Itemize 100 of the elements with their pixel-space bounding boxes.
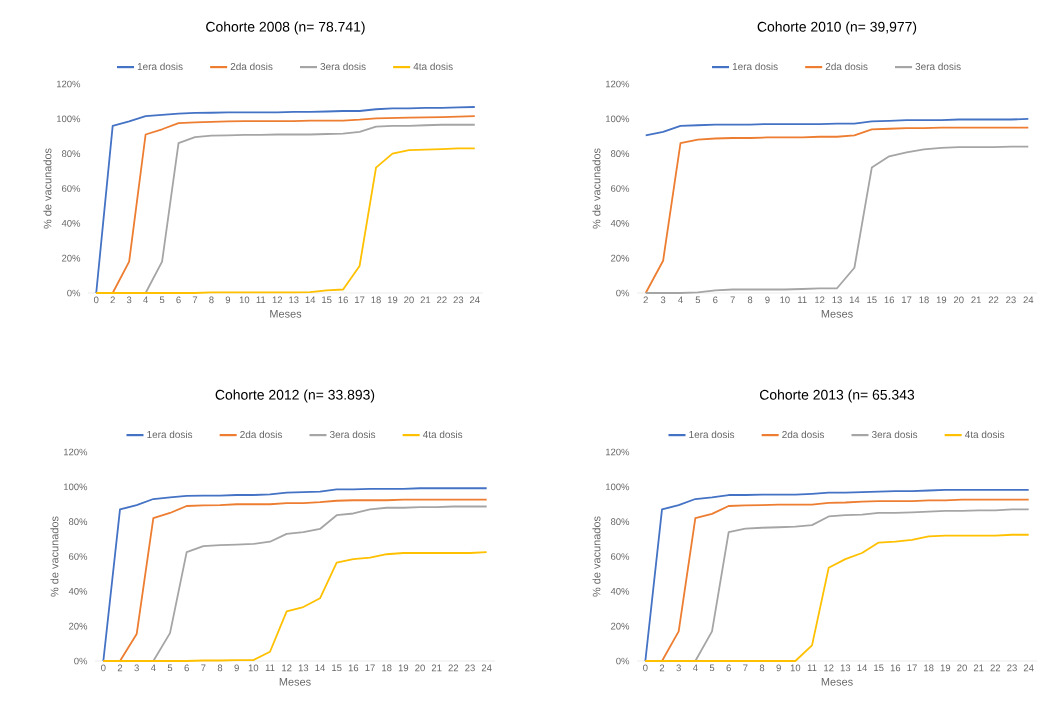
x-tick-label: 19 [398, 664, 409, 672]
y-tick-label: 120% [63, 448, 88, 456]
chart-title: Cohorte 2010 (n= 39,977) [757, 21, 917, 35]
y-tick-label: 100% [606, 483, 630, 491]
x-tick-label: 2 [117, 664, 123, 672]
x-tick-label: 13 [289, 296, 299, 304]
x-tick-label: 7 [730, 296, 735, 304]
x-tick-label: 24 [481, 664, 492, 672]
y-tick-label: 120% [606, 448, 630, 456]
x-tick-label: 7 [192, 296, 198, 304]
x-tick-label: 5 [709, 664, 715, 672]
x-tick-label: 10 [248, 664, 259, 672]
x-tick-label: 3 [660, 296, 666, 304]
legend-label: 3era dosis [329, 430, 376, 439]
x-tick-label: 20 [415, 664, 425, 672]
x-tick-label: 9 [234, 664, 239, 672]
legend-label: 1era dosis [732, 62, 778, 71]
x-tick-label: 8 [209, 296, 214, 304]
legend-label: 2da dosis [782, 430, 825, 439]
x-tick-label: 23 [1006, 296, 1016, 304]
x-axis-title: Meses [821, 678, 853, 686]
y-tick-label: 80% [610, 518, 630, 526]
legend-label: 1era dosis [137, 62, 183, 71]
legend-label: 4ta dosis [422, 430, 463, 439]
y-axis-title: % de vacunados [592, 148, 601, 229]
x-tick-label: 15 [867, 296, 877, 304]
x-tick-label: 8 [759, 664, 765, 672]
x-tick-label: 9 [765, 296, 770, 304]
x-tick-label: 23 [453, 296, 464, 304]
x-tick-label: 4 [150, 664, 156, 672]
x-tick-label: 17 [365, 664, 375, 672]
x-tick-label: 18 [924, 664, 934, 672]
y-tick-label: 100% [606, 115, 630, 123]
x-tick-label: 5 [159, 296, 165, 304]
x-tick-label: 10 [790, 664, 801, 672]
x-tick-label: 24 [469, 296, 480, 304]
x-tick-label: 7 [743, 664, 748, 672]
x-tick-label: 0 [643, 664, 648, 672]
x-tick-label: 5 [167, 664, 173, 672]
y-axis-title: % de vacunados [592, 516, 601, 597]
x-tick-label: 20 [953, 296, 964, 304]
y-tick-label: 60% [62, 185, 81, 192]
legend-label: 2da dosis [825, 62, 868, 71]
x-tick-label: 19 [936, 296, 947, 304]
x-axis-title: Meses [821, 310, 853, 318]
x-tick-label: 20 [404, 296, 414, 304]
legend-label: 3era dosis [915, 62, 961, 71]
y-tick-label: 40% [610, 587, 630, 595]
x-tick-label: 2 [643, 296, 648, 304]
chart-title: Cohorte 2013 (n= 65.343 [759, 389, 915, 403]
x-tick-label: 7 [201, 664, 206, 672]
x-tick-label: 16 [338, 296, 348, 304]
x-tick-label: 13 [832, 296, 842, 304]
x-tick-label: 11 [256, 296, 266, 304]
y-tick-label: 80% [610, 150, 630, 158]
x-tick-label: 13 [840, 664, 851, 672]
x-tick-label: 3 [126, 296, 132, 304]
y-tick-label: 40% [68, 587, 88, 595]
x-tick-label: 21 [973, 664, 984, 672]
x-tick-label: 4 [143, 296, 148, 304]
x-tick-label: 4 [692, 664, 698, 672]
y-tick-label: 40% [61, 219, 81, 227]
x-tick-label: 0 [101, 664, 106, 672]
y-tick-label: 20% [62, 254, 81, 262]
legend-label: 4ta dosis [413, 62, 453, 71]
y-tick-label: 60% [611, 185, 630, 192]
y-tick-label: 80% [61, 150, 81, 158]
x-tick-label: 3 [134, 664, 139, 672]
x-tick-label: 21 [431, 664, 442, 672]
x-tick-label: 9 [225, 296, 231, 304]
y-tick-label: 120% [56, 80, 81, 88]
y-axis-title: % de vacunados [50, 516, 59, 597]
x-tick-label: 6 [176, 296, 181, 304]
x-tick-label: 17 [907, 664, 917, 672]
x-tick-label: 16 [348, 664, 359, 672]
legend-label: 2da dosis [240, 430, 283, 439]
x-tick-label: 6 [713, 296, 718, 304]
x-tick-label: 24 [1023, 664, 1034, 672]
x-tick-label: 11 [798, 296, 807, 304]
x-tick-label: 10 [239, 296, 250, 304]
legend-label: 2da dosis [230, 62, 273, 71]
x-tick-label: 21 [971, 296, 981, 304]
x-tick-label: 15 [332, 664, 342, 672]
x-tick-label: 18 [371, 296, 381, 304]
x-tick-label: 22 [448, 664, 459, 672]
x-tick-label: 17 [355, 296, 365, 304]
x-tick-label: 22 [988, 296, 999, 304]
y-tick-label: 0% [74, 657, 88, 665]
y-tick-label: 60% [69, 553, 88, 560]
x-tick-label: 14 [857, 664, 867, 672]
x-tick-label: 6 [184, 664, 189, 672]
x-tick-label: 5 [695, 296, 701, 304]
x-tick-label: 20 [957, 664, 967, 672]
y-tick-label: 100% [56, 115, 81, 123]
x-tick-label: 16 [884, 296, 895, 304]
x-tick-label: 15 [322, 296, 332, 304]
y-tick-label: 20% [611, 622, 630, 630]
x-tick-label: 12 [272, 296, 283, 304]
x-tick-label: 14 [315, 664, 325, 672]
y-tick-label: 0% [67, 289, 81, 297]
